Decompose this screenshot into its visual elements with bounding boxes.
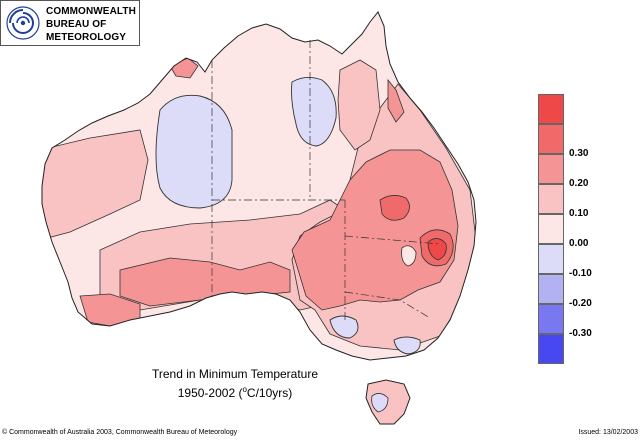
legend-swatch: [538, 244, 564, 274]
legend-label: 0.10: [569, 208, 589, 219]
issued-date: Issued: 13/02/2003: [578, 429, 638, 436]
zone-east-hot-3: [427, 238, 447, 261]
zone-northwest-cool: [155, 94, 233, 209]
legend-swatch: [538, 334, 564, 364]
map-title: Trend in Minimum Temperature 1950-2002 (…: [100, 367, 370, 401]
zone-inland-cool: [401, 245, 417, 267]
state-borders: [211, 40, 441, 320]
zone-north-warm: [337, 59, 381, 151]
copyright-notice: © Commonwealth of Australia 2003, Common…: [2, 429, 238, 436]
zone-east-mid: [291, 149, 459, 311]
legend-swatch: [538, 124, 564, 154]
zone-north-cool: [291, 77, 337, 147]
tasmania: [365, 379, 411, 425]
legend-swatch: [538, 214, 564, 244]
legend-swatch: [538, 154, 564, 184]
legend-swatch: [538, 184, 564, 214]
legend-label: 0.30: [569, 148, 589, 159]
legend-label: 0.20: [569, 178, 589, 189]
legend-label: 0.00: [569, 238, 589, 249]
zone-southeast-cool-1: [329, 315, 359, 339]
legend-label: -0.10: [569, 268, 592, 279]
map-title-line-1: Trend in Minimum Temperature: [151, 367, 319, 381]
legend-label: -0.20: [569, 298, 592, 309]
zone-east-hot-1: [379, 195, 410, 221]
mainland: [41, 11, 477, 361]
bom-logo-block: COMMONWEALTH BUREAU OF METEOROLOGY: [0, 0, 140, 46]
legend-swatch: [538, 274, 564, 304]
logo-line-2: BUREAU OF: [46, 19, 107, 30]
logo-line-1: COMMONWEALTH: [46, 6, 136, 17]
legend-label: -0.30: [569, 328, 592, 339]
bom-swirl-logo-icon: [6, 6, 40, 40]
map-title-line-2: 1950-2002 (oC/10yrs): [177, 385, 293, 400]
legend-swatch: [538, 304, 564, 334]
logo-line-3: METEOROLOGY: [46, 32, 126, 43]
zone-southeast-cool-2: [393, 336, 421, 355]
legend-swatch: [538, 94, 564, 124]
zone-east-coast: [387, 78, 405, 123]
